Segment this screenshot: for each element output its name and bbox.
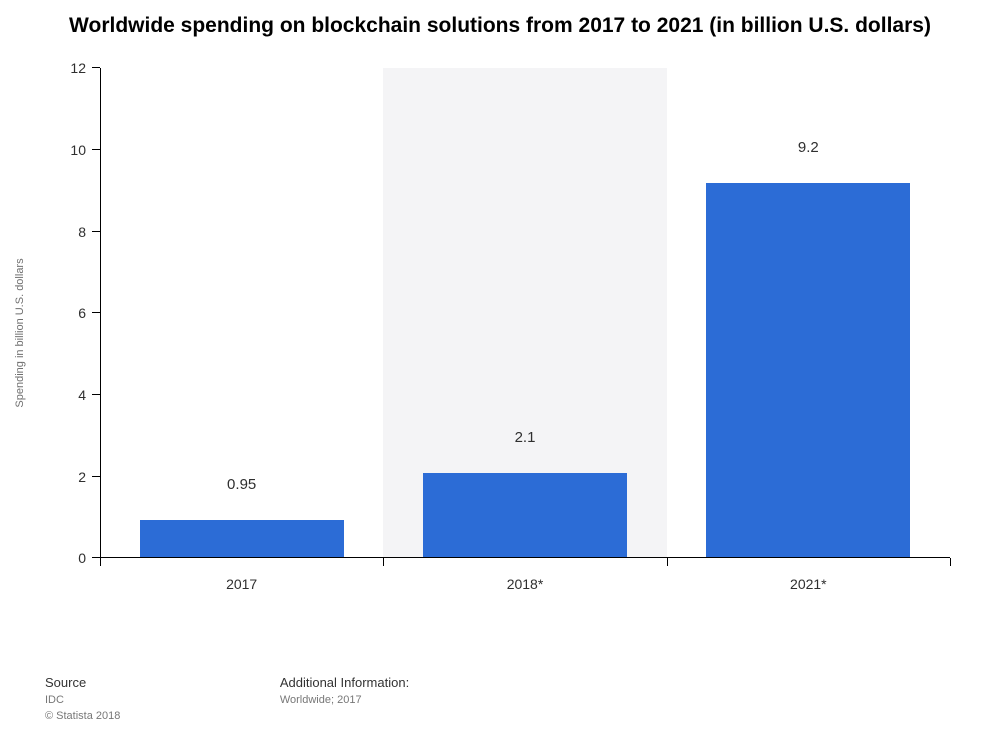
x-axis-line [100, 557, 950, 558]
y-tick-label: 6 [78, 305, 86, 321]
chart-container: Spending in billion U.S. dollars 0246810… [30, 58, 970, 608]
y-tick-label: 10 [70, 142, 86, 158]
y-tick [92, 231, 100, 232]
footer-source-heading: Source [45, 674, 120, 693]
y-tick-label: 2 [78, 469, 86, 485]
footer-copyright: © Statista 2018 [45, 709, 120, 725]
bar[interactable] [423, 473, 627, 559]
bar-value-label: 9.2 [798, 139, 819, 156]
chart-title: Worldwide spending on blockchain solutio… [0, 0, 1000, 40]
y-tick-label: 12 [70, 60, 86, 76]
y-tick-label: 4 [78, 387, 86, 403]
y-axis-line [100, 68, 101, 558]
y-tick [92, 557, 100, 558]
y-tick [92, 394, 100, 395]
x-tick [950, 558, 951, 566]
chart-footer: Source IDC © Statista 2018 Additional In… [45, 674, 970, 725]
x-tick [383, 558, 384, 566]
x-tick-label: 2017 [226, 576, 257, 592]
x-tick-label: 2021* [790, 576, 827, 592]
y-tick-label: 0 [78, 550, 86, 566]
bar[interactable] [706, 183, 910, 559]
x-tick-label: 2018* [507, 576, 544, 592]
x-tick [100, 558, 101, 566]
y-tick-label: 8 [78, 224, 86, 240]
plot-area: 02468101220170.952018*2.12021*9.2 [100, 68, 950, 558]
bar[interactable] [140, 520, 344, 559]
y-tick [92, 149, 100, 150]
x-tick [667, 558, 668, 566]
bar-value-label: 0.95 [227, 476, 256, 493]
footer-info-text: Worldwide; 2017 [280, 693, 409, 709]
footer-source-name: IDC [45, 693, 120, 709]
footer-info-block: Additional Information: Worldwide; 2017 [280, 674, 409, 709]
footer-info-heading: Additional Information: [280, 674, 409, 693]
bar-value-label: 2.1 [515, 429, 536, 446]
y-tick [92, 67, 100, 68]
footer-source-block: Source IDC © Statista 2018 [45, 674, 120, 725]
y-tick [92, 312, 100, 313]
y-axis-label: Spending in billion U.S. dollars [14, 259, 26, 408]
y-tick [92, 476, 100, 477]
